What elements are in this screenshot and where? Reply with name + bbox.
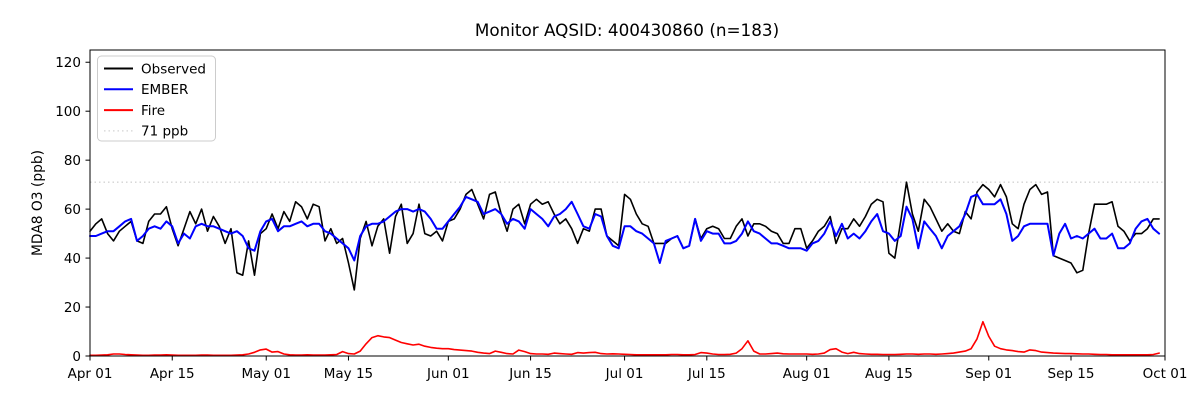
y-tick-label: 0: [72, 349, 81, 365]
y-tick-label: 120: [55, 55, 81, 71]
x-tick-label: Sep 01: [965, 366, 1012, 382]
y-tick-label: 40: [64, 251, 81, 267]
legend-label-71-ppb: 71 ppb: [141, 124, 188, 140]
data-series-layer: [89, 181, 1161, 357]
y-tick-label: 60: [64, 202, 81, 218]
x-tick-label: Sep 15: [1048, 366, 1095, 382]
plot-frame: [89, 49, 1166, 357]
y-tick-label: 100: [55, 104, 81, 120]
observed-line: [89, 181, 1160, 291]
legend-label-fire: Fire: [141, 103, 165, 119]
x-axis-ticks: Apr 01 Apr 15 May 01 May 15 Jun 01 Jun 15 Jul …: [68, 356, 1188, 382]
x-tick-label: Aug 15: [865, 366, 913, 382]
x-tick-label: Apr 01: [68, 366, 113, 382]
x-tick-label: Jun 15: [508, 366, 552, 382]
chart-title: Monitor AQSID: 400430860 (n=183): [475, 20, 779, 40]
y-tick-label: 20: [64, 300, 81, 316]
y-tick-label: 80: [64, 153, 81, 169]
x-tick-label: Aug 01: [783, 366, 831, 382]
x-tick-label: Oct 01: [1143, 366, 1188, 382]
legend-box: [97, 55, 216, 142]
y-axis-ticks: 0 20 40 60 80 100 120: [55, 55, 90, 365]
x-tick-label: Jul 01: [605, 366, 644, 382]
fire-line: [89, 320, 1160, 357]
legend-label-observed: Observed: [141, 61, 206, 77]
legend-label-ember: EMBER: [141, 82, 188, 98]
x-tick-label: Jun 01: [426, 366, 470, 382]
x-tick-label: Jul 15: [687, 366, 726, 382]
y-axis-label: MDA8 O3 (ppb): [30, 150, 46, 256]
legend: Observed EMBER Fire 71 ppb: [97, 55, 216, 142]
x-tick-label: May 01: [242, 366, 291, 382]
x-tick-label: Apr 15: [150, 366, 195, 382]
ember-line: [89, 193, 1161, 264]
x-tick-label: May 15: [324, 366, 373, 382]
